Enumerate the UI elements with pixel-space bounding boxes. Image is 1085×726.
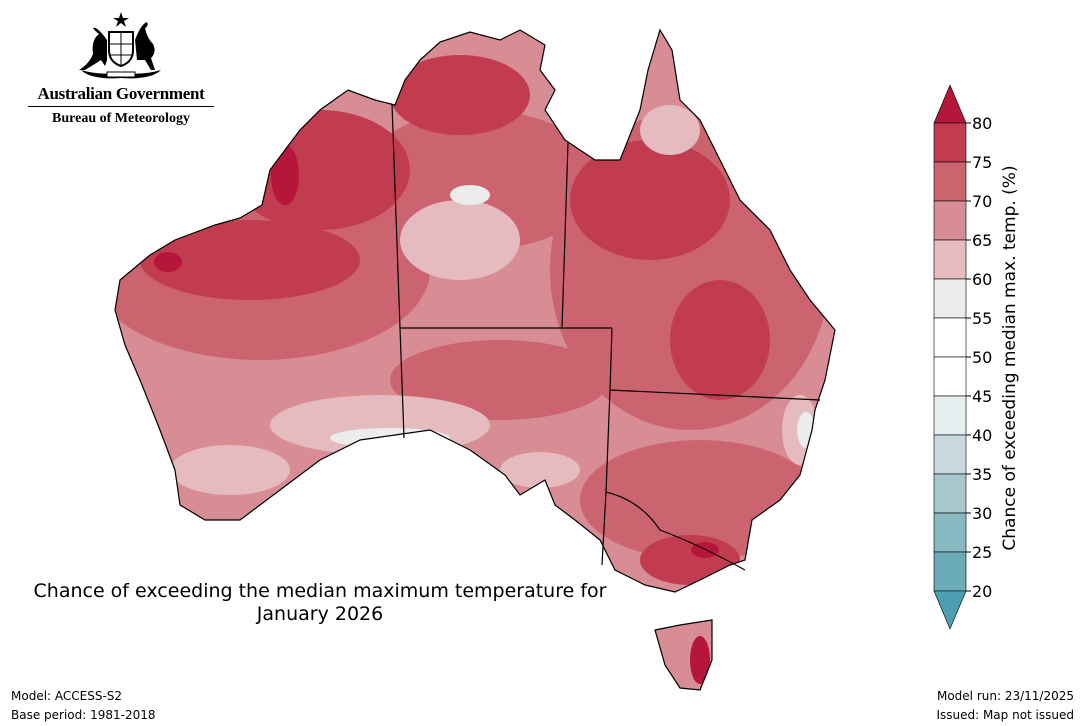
footer-right: Model run: 23/11/2025 Issued: Map not is… [936, 687, 1074, 725]
colorbar-tick-label: 45 [972, 387, 992, 406]
colorbar-tick-label: 60 [972, 270, 992, 289]
colorbar-band [933, 200, 967, 241]
map-title-line2: January 2026 [256, 603, 384, 625]
colorbar-band [933, 395, 967, 436]
colorbar-under-arrow [933, 590, 967, 630]
colorbar-band [933, 473, 967, 514]
colorbar-tick-label: 65 [972, 231, 992, 250]
colorbar-band [933, 551, 967, 592]
colorbar-band [933, 512, 967, 553]
issued-status: Issued: Map not issued [936, 708, 1074, 722]
colorbar-tick-label: 40 [972, 426, 992, 445]
colorbar-band [933, 356, 967, 397]
colorbar-band [933, 161, 967, 202]
map-title-line1: Chance of exceeding the median maximum t… [33, 580, 607, 602]
bom-logo: Australian Government Bureau of Meteorol… [26, 10, 216, 140]
model-run: Model run: 23/11/2025 [936, 689, 1074, 703]
footer-left: Model: ACCESS-S2 Base period: 1981-2018 [11, 687, 156, 725]
colorbar-over-arrow [933, 84, 967, 124]
colorbar-band [933, 278, 967, 319]
colorbar-band [933, 239, 967, 280]
colorbar-tick-label: 25 [972, 543, 992, 562]
colorbar-tick-label: 50 [972, 348, 992, 367]
agency-name: Bureau of Meteorology [52, 111, 190, 126]
colorbar-legend: 80 75 70 65 60 55 50 45 40 35 30 25 20 Chance of exc… [933, 84, 1020, 630]
colorbar-bands [933, 84, 967, 630]
colorbar-band [933, 317, 967, 358]
colorbar-label: Chance of exceeding median max. temp. (%… [1000, 165, 1020, 550]
government-name: Australian Government [37, 84, 205, 103]
base-period: Base period: 1981-2018 [11, 708, 156, 722]
colorbar-ticks: 80 75 70 65 60 55 50 45 40 35 30 25 20 [966, 114, 992, 601]
coastline [114, 29, 836, 691]
colorbar-tick-label: 75 [972, 153, 992, 172]
model-name: Model: ACCESS-S2 [11, 689, 123, 703]
coat-of-arms-icon [79, 12, 161, 79]
colorbar-tick-label: 35 [972, 465, 992, 484]
map-title: Chance of exceeding the median maximum t… [0, 580, 640, 626]
colorbar-tick-label: 55 [972, 309, 992, 328]
colorbar-tick-label: 80 [972, 114, 992, 133]
colorbar-tick-label: 30 [972, 504, 992, 523]
colorbar-band [933, 122, 967, 163]
colorbar-band [933, 434, 967, 475]
colorbar-tick-label: 20 [972, 582, 992, 601]
colorbar-tick-label: 70 [972, 192, 992, 211]
state-borders [391, 103, 821, 571]
logo-divider [28, 106, 214, 107]
